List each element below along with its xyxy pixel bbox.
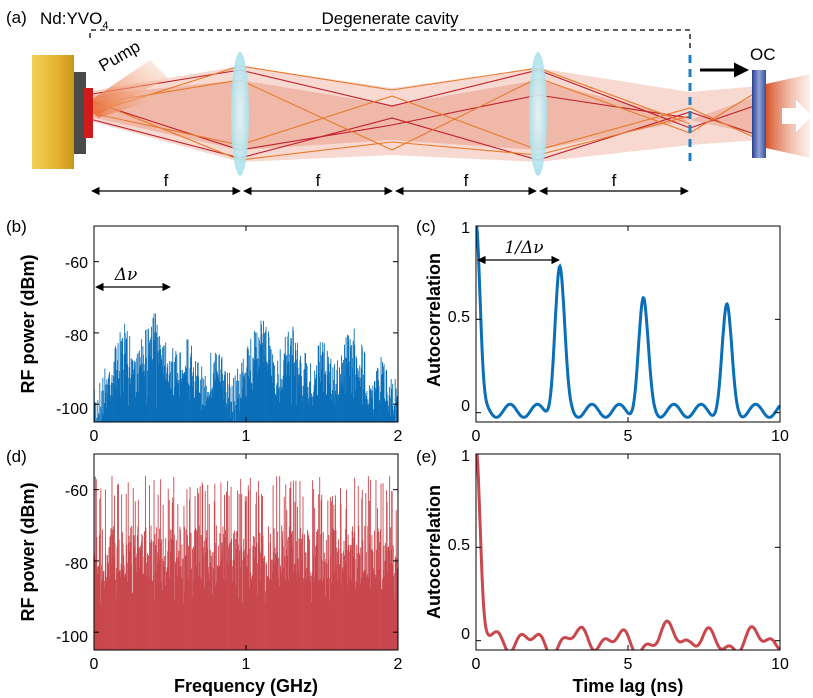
xtick-e-0: 0 (472, 656, 481, 673)
ytick-e-0: 1 (461, 448, 470, 465)
ylabel-d: RF power (dBm) (18, 483, 38, 622)
ytick-e-2: 0 (461, 626, 470, 643)
output-arrow-icon (782, 100, 812, 132)
ytick-d-1: -80 (65, 556, 88, 573)
ylabel-b: RF power (dBm) (18, 255, 38, 394)
period-label: 1/Δν (504, 238, 543, 258)
xtick-c-1: 5 (624, 428, 633, 445)
focal-label-3: f (464, 171, 469, 190)
cavity-diagram: (a) Degenerate cavity Nd:YVO4 (6, 8, 812, 196)
cavity-outline (89, 29, 691, 48)
xtick-e-1: 5 (624, 656, 633, 673)
panel-c: (c) 0 5 10 1 0.5 0 Autocorrelation 1/Δν (416, 217, 789, 445)
ytick-d-2: -100 (56, 629, 88, 646)
panel-e: (e) 0 5 10 1 0.5 0 Autocorrelation Time … (416, 447, 789, 696)
ytick-b-2: -100 (56, 401, 88, 418)
crystal-label: Nd:YVO4 (40, 9, 108, 32)
panel-label-b: (b) (6, 217, 27, 236)
spectrum-bars-d (94, 476, 398, 650)
panel-label-d: (d) (6, 447, 27, 466)
autocorrelation-line-e (476, 454, 780, 650)
output-coupler (752, 70, 766, 158)
panel-label-c: (c) (416, 217, 436, 236)
ylabel-e: Autocorrelation (424, 485, 444, 619)
gain-crystal (84, 88, 93, 138)
ytick-b-0: -60 (65, 255, 88, 272)
ticks-e (475, 453, 781, 650)
xlabel-d: Frequency (GHz) (174, 676, 318, 696)
xtick-d-1: 1 (242, 656, 251, 673)
delta-nu-label: Δν (114, 265, 138, 285)
xlabel-e: Time lag (ns) (573, 676, 684, 696)
cavity-label: Degenerate cavity (321, 9, 459, 28)
lens-2 (529, 52, 547, 176)
laser-beams (85, 65, 761, 162)
xtick-b-0: 0 (90, 428, 99, 445)
ytick-c-1: 0.5 (448, 309, 470, 326)
xtick-c-0: 0 (472, 428, 481, 445)
panel-b: (b) 0 1 2 -60 -80 -100 RF power (dBm) Δν (6, 217, 403, 445)
ticks-b (93, 226, 399, 422)
ticks-d (93, 454, 399, 650)
autocorrelation-line-c (476, 226, 780, 419)
ytick-c-2: 0 (461, 398, 470, 415)
focal-label-4: f (612, 171, 617, 190)
crystal-mount (74, 72, 86, 154)
focal-length-markers: f f f f (91, 171, 689, 196)
panel-label-e: (e) (416, 447, 437, 466)
heat-sink (32, 55, 74, 169)
xtick-d-2: 2 (394, 656, 403, 673)
ylabel-c: Autocorrelation (424, 253, 444, 387)
oc-label: OC (750, 45, 776, 64)
ticks-c (475, 225, 781, 422)
focal-label-1: f (164, 171, 169, 190)
focal-label-2: f (316, 171, 321, 190)
lens-1 (231, 52, 249, 176)
xtick-e-2: 10 (771, 656, 789, 673)
ytick-c-0: 1 (461, 220, 470, 237)
ytick-e-1: 0.5 (448, 537, 470, 554)
panel-label-a: (a) (6, 8, 27, 27)
xtick-b-2: 2 (394, 428, 403, 445)
ytick-b-1: -80 (65, 328, 88, 345)
xtick-d-0: 0 (90, 656, 99, 673)
xtick-c-2: 10 (771, 428, 789, 445)
xtick-b-1: 1 (242, 428, 251, 445)
spectrum-bars-b (94, 313, 398, 422)
panel-d: (d) 0 1 2 -60 -80 -100 RF power (dBm) Fr… (6, 447, 403, 696)
axes-box-e (475, 453, 781, 651)
ytick-d-0: -60 (65, 483, 88, 500)
